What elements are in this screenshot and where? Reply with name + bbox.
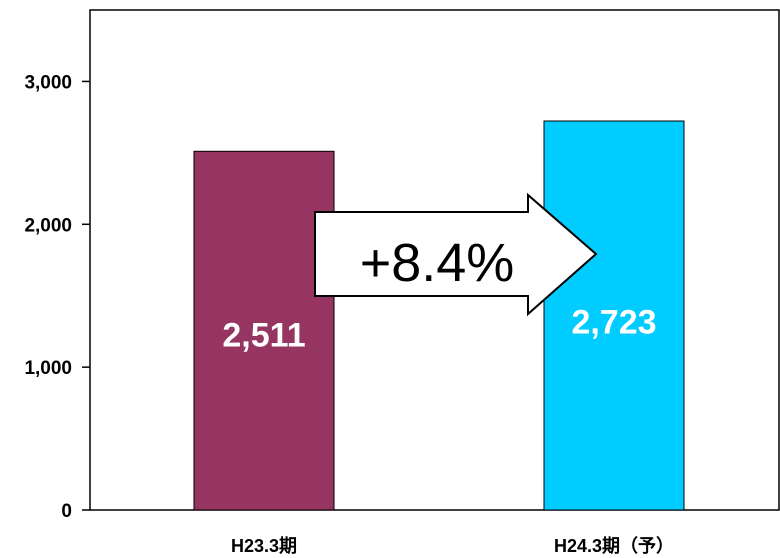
bar <box>193 150 335 511</box>
y-tick-label: 3,000 <box>24 72 72 93</box>
growth-arrow-shape <box>314 192 598 317</box>
y-axis: 0 1,000 2,000 3,000 <box>24 72 90 522</box>
y-tick-label: 1,000 <box>24 358 72 379</box>
y-tick-label: 0 <box>61 501 72 522</box>
x-axis: H23.3期 H24.3期（予） <box>231 536 674 556</box>
bar-value-label: 2,723 <box>571 304 656 342</box>
x-category-label: H24.3期（予） <box>554 536 674 556</box>
x-category-label: H23.3期 <box>231 536 297 556</box>
y-tick-label: 2,000 <box>24 215 72 236</box>
bars: 2,511 2,723 <box>193 120 685 511</box>
bar-value-label: 2,511 <box>222 316 305 354</box>
bar <box>543 120 685 511</box>
growth-label: +8.4% <box>360 233 515 293</box>
growth-arrow: +8.4% <box>314 192 598 317</box>
